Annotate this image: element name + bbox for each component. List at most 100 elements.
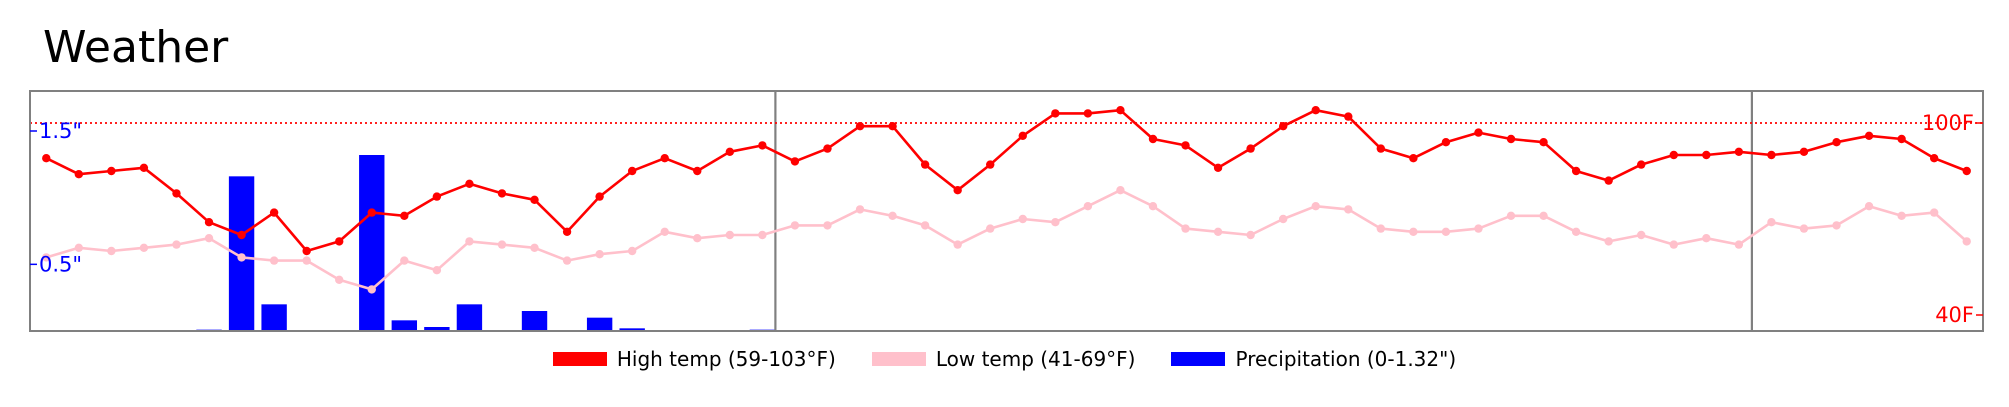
high-temp-point [335,237,344,246]
low-temp-point [465,237,474,246]
high-temp-point [1799,147,1809,156]
high-temp-point [1311,106,1320,115]
high-temp-point [432,192,442,201]
high-temp-point [1246,144,1255,153]
high-temp-point [237,230,246,240]
precipitation-bar [261,304,287,331]
low-temp-point [497,240,507,249]
high-temp-point [1018,131,1027,140]
high-temp-point [497,189,507,198]
legend-label-high-temp: High temp (59-103°F) [616,347,836,371]
low-temp-point [855,205,865,214]
high-temp-point [107,166,116,176]
low-temp-point [725,230,735,240]
low-temp-point [758,230,767,240]
low-temp-point [1571,227,1581,236]
high-temp-point [1897,134,1906,144]
high-temp-point [1604,176,1613,185]
low-temp-line [45,188,1968,291]
high-temp-point [1148,134,1158,144]
low-temp-point [1702,234,1711,243]
precipitation-bar [391,320,418,331]
low-temp-point [595,250,604,259]
high-temp-point [1864,131,1874,140]
high-temp-point [855,122,865,131]
high-temp-point [1083,109,1093,118]
low-temp-point [1637,230,1646,240]
low-temp-point [627,246,637,256]
legend: High temp (59-103°F) Low temp (41-69°F) … [0,345,2009,373]
low-temp-point [172,240,181,249]
low-temp-point [302,256,311,265]
low-temp-point [1409,227,1418,236]
low-temp-point [530,243,539,252]
low-temp-point [823,221,832,230]
temp-tick-label: 100F [1922,111,1974,135]
low-temp-point [335,275,344,284]
low-temp-point [1344,205,1353,214]
low-temp-point [1181,224,1190,233]
low-temp-point [1962,237,1971,246]
low-temp-point [986,224,995,233]
low-temp-point [432,266,442,275]
precipitation-bar [521,311,548,331]
high-temp-point [888,122,897,131]
high-temp-point [1116,106,1125,115]
high-temp-point [1441,138,1451,147]
precipitation-bar [456,304,483,331]
high-temp-point [302,246,311,256]
precipitation-bar [586,317,613,331]
precipitation-bar [424,327,450,331]
high-temp-point [790,157,800,166]
high-temp-point [1929,154,1939,163]
low-temp-point [1051,218,1060,227]
low-temp-point [42,253,51,262]
low-temp-point [660,227,669,236]
low-temp-point [1604,237,1613,246]
low-temp-point [1767,218,1776,227]
legend-item-precipitation: Precipitation (0-1.32") [1171,347,1456,371]
low-temp-point [1897,211,1906,220]
low-temp-point [74,243,84,252]
high-temp-point [1539,138,1548,147]
low-temp-point [237,253,246,262]
high-temp-point [725,147,735,156]
precipitation-bar [359,155,385,331]
high-temp-point [1051,109,1060,118]
chart-title: Weather [43,22,229,73]
high-temp-point [139,163,149,172]
high-temp-point [595,192,604,201]
high-temp-point [823,144,832,153]
legend-swatch-high-temp [552,352,607,366]
low-temp-point [204,234,214,243]
low-temp-point [1116,186,1125,195]
high-temp-point [1734,147,1744,156]
high-temp-point [172,189,181,198]
legend-swatch-low-temp [871,352,926,366]
high-temp-point [1702,150,1711,160]
high-temp-point [1962,166,1971,176]
high-temp-point [1181,141,1190,150]
low-temp-point [953,240,962,249]
low-temp-point [1213,227,1223,236]
precip-tick-label: 1.5" [39,119,82,143]
high-temp-point [465,179,474,188]
high-temp-point [1637,160,1646,169]
high-temp-point [530,195,539,204]
high-temp-point [1506,134,1516,144]
high-temp-point [1832,138,1841,147]
high-temp-point [204,218,214,227]
high-temp-point [367,208,376,217]
low-temp-point [1929,208,1939,217]
low-temp-point [920,221,930,230]
low-temp-point [1376,224,1386,233]
high-temp-point [400,211,409,220]
high-temp-point [920,160,930,169]
plot-frame [29,90,1984,332]
high-temp-point [42,154,51,163]
low-temp-point [1539,211,1548,220]
low-temp-point [1311,202,1320,211]
high-temp-point [1278,122,1288,131]
high-temp-point [74,170,84,179]
